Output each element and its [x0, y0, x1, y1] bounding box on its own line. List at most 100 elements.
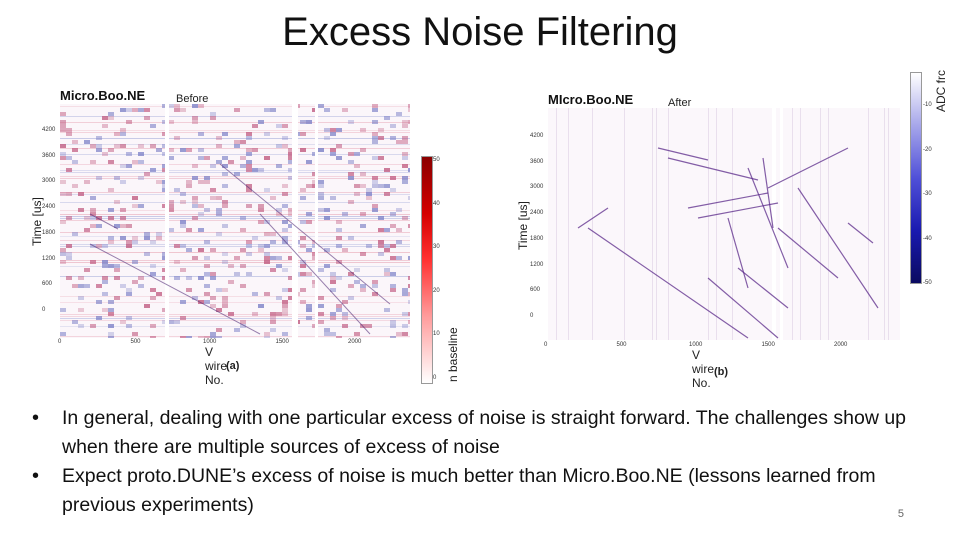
- noise-cell: [180, 244, 186, 248]
- tick-label: 50: [433, 157, 440, 163]
- noise-cell: [372, 136, 378, 140]
- noise-cell: [192, 216, 198, 220]
- noise-cell: [204, 176, 210, 180]
- noise-cell: [264, 188, 270, 192]
- noise-cell: [276, 124, 282, 128]
- noise-cell: [246, 168, 252, 172]
- noise-cell: [120, 108, 126, 112]
- noise-cell: [330, 288, 336, 292]
- noise-cell: [282, 204, 288, 208]
- noise-cell: [108, 148, 114, 152]
- noise-cell: [288, 288, 294, 292]
- residual-column: [820, 108, 821, 340]
- noise-cell: [354, 164, 360, 168]
- noise-cell: [174, 108, 180, 112]
- noise-cell: [234, 144, 240, 148]
- noise-cell: [300, 220, 306, 224]
- noise-cell: [108, 300, 114, 304]
- noise-cell: [372, 292, 378, 296]
- noise-cell: [114, 176, 120, 180]
- noise-cell: [90, 212, 96, 216]
- noise-cell: [72, 232, 78, 236]
- noise-cell: [138, 108, 144, 112]
- noise-cell: [342, 312, 348, 316]
- noise-cell: [324, 264, 330, 268]
- dead-channel-gap: [165, 104, 169, 338]
- noise-cell: [66, 168, 72, 172]
- noise-cell: [408, 104, 410, 108]
- noise-cell: [60, 156, 66, 160]
- noise-cell: [282, 220, 288, 224]
- tick-label: 2000: [348, 339, 362, 345]
- noise-cell: [120, 224, 126, 228]
- noise-cell: [222, 132, 228, 136]
- noise-cell: [384, 248, 390, 252]
- noise-stripe: [60, 252, 410, 253]
- noise-cell: [288, 224, 294, 228]
- noise-cell: [102, 308, 108, 312]
- noise-cell: [264, 332, 270, 336]
- noise-stripe: [60, 326, 410, 327]
- tick-label: 500: [130, 339, 141, 345]
- noise-cell: [270, 328, 276, 332]
- noise-cell: [372, 184, 378, 188]
- noise-cell: [204, 256, 210, 260]
- noise-cell: [348, 284, 354, 288]
- noise-cell: [390, 176, 396, 180]
- noise-cell: [372, 180, 378, 184]
- noise-cell: [270, 240, 276, 244]
- noise-cell: [246, 152, 252, 156]
- noise-cell: [306, 304, 312, 308]
- noise-cell: [246, 240, 252, 244]
- noise-cell: [192, 176, 198, 180]
- noise-cell: [132, 236, 138, 240]
- noise-cell: [360, 172, 366, 176]
- noise-cell: [228, 264, 234, 268]
- noise-cell: [66, 276, 72, 280]
- noise-cell: [330, 280, 336, 284]
- particle-track: [219, 163, 391, 305]
- noise-cell: [186, 228, 192, 232]
- noise-cell: [264, 252, 270, 256]
- noise-cell: [138, 152, 144, 156]
- tick-label: 0: [42, 307, 46, 313]
- noise-cell: [342, 324, 348, 328]
- noise-cell: [204, 272, 210, 276]
- noise-cell: [408, 312, 410, 316]
- noise-cell: [360, 224, 366, 228]
- noise-cell: [366, 324, 372, 328]
- noise-cell: [288, 176, 294, 180]
- noise-stripe: [60, 202, 410, 203]
- noise-cell: [408, 284, 410, 288]
- dead-channel-gap: [772, 108, 776, 340]
- noise-cell: [318, 208, 324, 212]
- noise-cell: [402, 156, 408, 160]
- noise-cell: [132, 280, 138, 284]
- noise-cell: [138, 176, 144, 180]
- noise-cell: [372, 120, 378, 124]
- noise-cell: [144, 252, 150, 256]
- noise-cell: [330, 148, 336, 152]
- noise-cell: [378, 216, 384, 220]
- noise-cell: [396, 256, 402, 260]
- noise-cell: [372, 108, 378, 112]
- tick-label: 1200: [42, 255, 56, 262]
- particle-track: [667, 157, 759, 181]
- noise-cell: [360, 148, 366, 152]
- particle-track: [687, 192, 769, 209]
- noise-cell: [222, 288, 228, 292]
- noise-cell: [240, 324, 246, 328]
- noise-cell: [78, 284, 84, 288]
- particle-track: [777, 227, 839, 279]
- noise-cell: [408, 108, 410, 112]
- noise-cell: [84, 180, 90, 184]
- noise-cell: [180, 268, 186, 272]
- noise-stripe: [60, 122, 410, 123]
- noise-cell: [300, 120, 306, 124]
- noise-cell: [126, 164, 132, 168]
- noise-cell: [60, 180, 66, 184]
- noise-cell: [234, 140, 240, 144]
- noise-cell: [300, 260, 306, 264]
- noise-cell: [216, 328, 222, 332]
- noise-cell: [60, 144, 66, 148]
